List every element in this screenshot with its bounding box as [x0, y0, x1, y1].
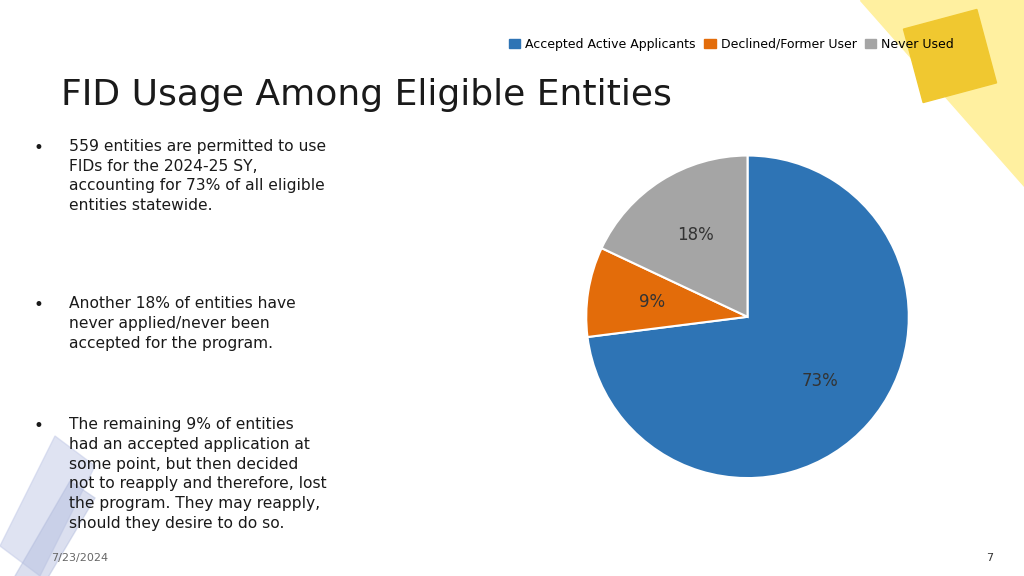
Text: 7: 7 [986, 554, 993, 563]
Text: 73%: 73% [802, 372, 839, 390]
Text: •: • [33, 417, 43, 435]
Text: Another 18% of entities have
never applied/never been
accepted for the program.: Another 18% of entities have never appli… [70, 296, 296, 351]
Polygon shape [860, 0, 1024, 186]
Wedge shape [601, 156, 748, 317]
Text: 18%: 18% [677, 226, 714, 244]
Text: 7/23/2024: 7/23/2024 [51, 554, 109, 563]
Text: •: • [33, 139, 43, 157]
Text: The remaining 9% of entities
had an accepted application at
some point, but then: The remaining 9% of entities had an acce… [70, 417, 327, 531]
Polygon shape [15, 481, 95, 576]
Wedge shape [587, 248, 748, 337]
Polygon shape [903, 9, 996, 103]
Text: FID Usage Among Eligible Entities: FID Usage Among Eligible Entities [61, 78, 673, 112]
Text: •: • [33, 296, 43, 314]
Legend: Accepted Active Applicants, Declined/Former User, Never Used: Accepted Active Applicants, Declined/For… [504, 33, 959, 56]
Text: 9%: 9% [639, 293, 665, 310]
Polygon shape [0, 436, 95, 576]
Text: 559 entities are permitted to use
FIDs for the 2024-25 SY,
accounting for 73% of: 559 entities are permitted to use FIDs f… [70, 139, 327, 213]
Wedge shape [588, 156, 908, 478]
